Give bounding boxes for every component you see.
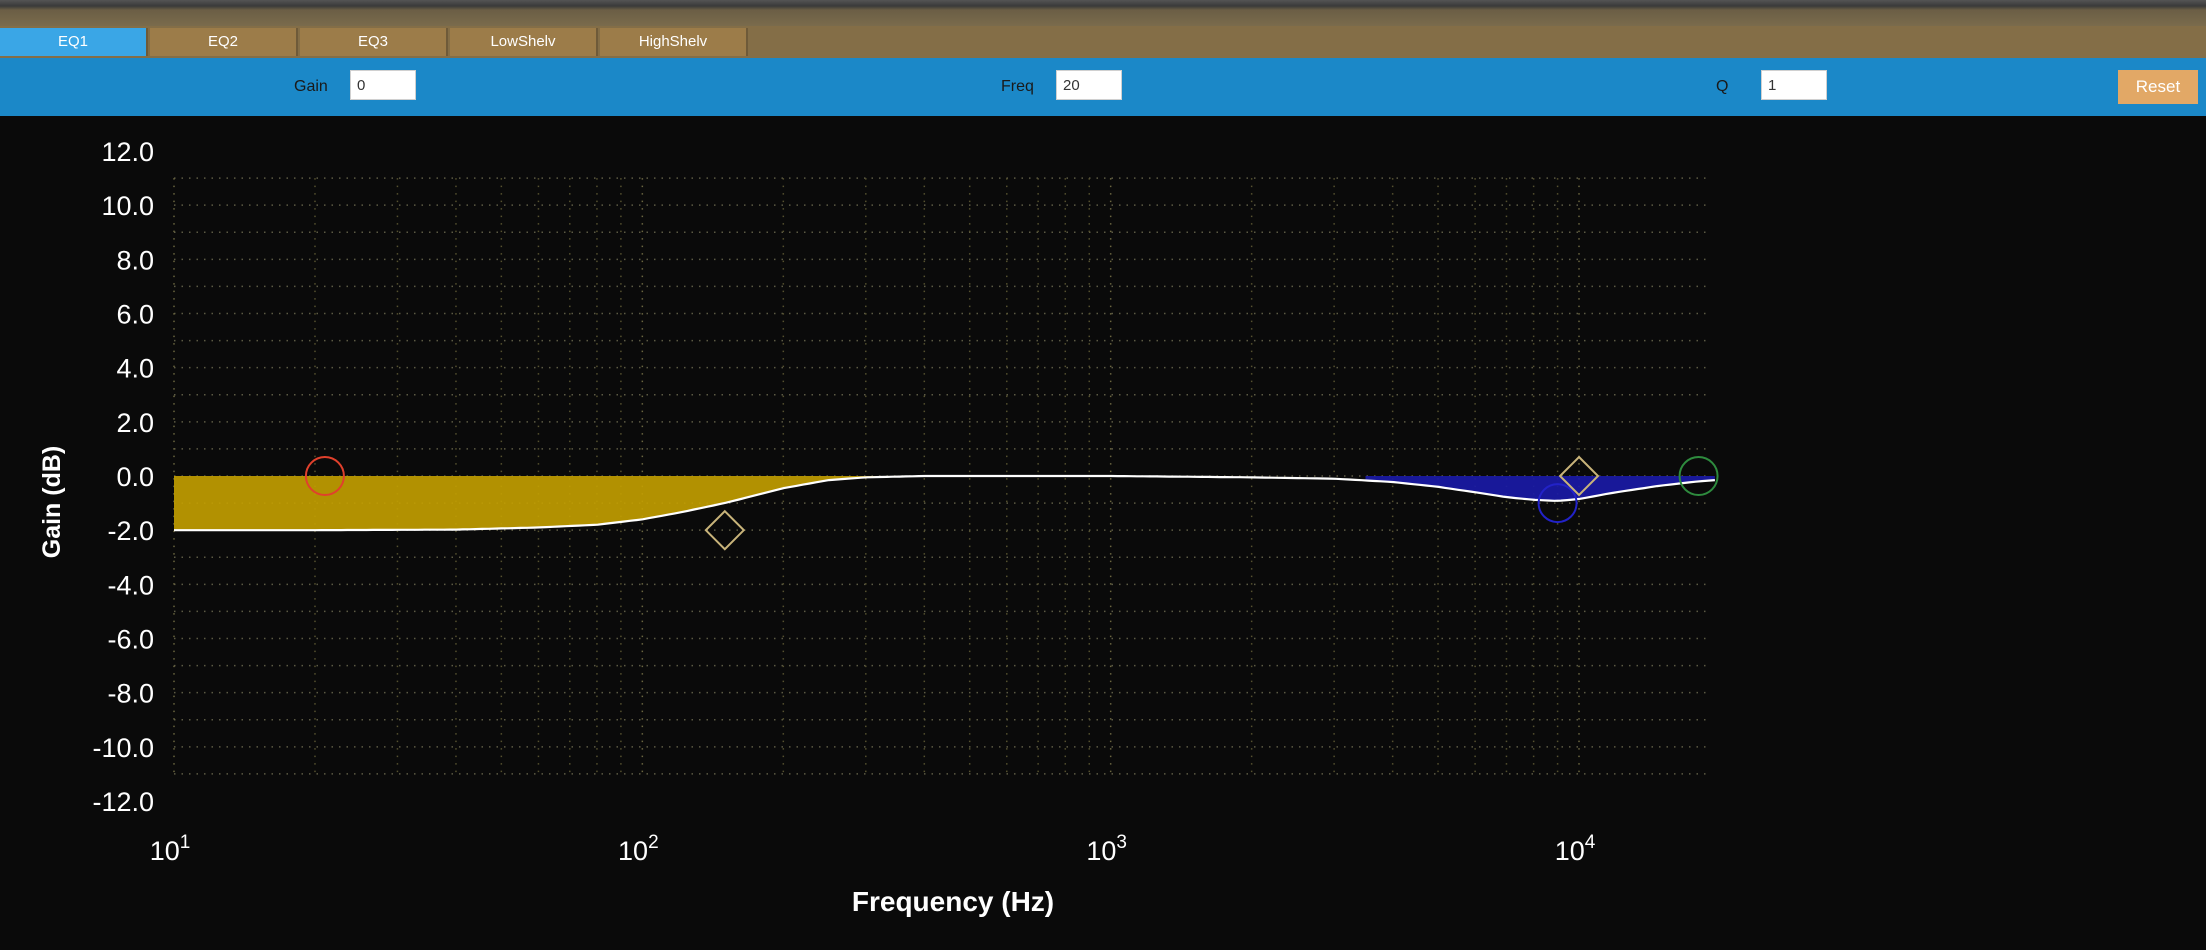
freq-input[interactable] [1056,70,1122,100]
reset-button[interactable]: Reset [2118,70,2198,104]
x-tick-label: 103 [1086,832,1127,866]
response-curve-layer [174,474,1715,532]
q-input[interactable] [1761,70,1827,100]
y-tick-label: -12.0 [92,787,154,817]
gain-label: Gain [294,78,328,95]
tab-eq2[interactable]: EQ2 [150,28,298,56]
y-axis-ticks: 12.0 10.0 8.0 6.0 4.0 2.0 0.0 -2.0 -4.0 -6.0 -8.0 -… [92,137,154,817]
gain-input[interactable] [350,70,416,100]
y-tick-label: -2.0 [107,516,154,546]
band-handle-circle[interactable] [1678,456,1719,496]
x-axis-label: Frequency (Hz) [852,886,1054,917]
y-tick-label: 2.0 [116,408,154,438]
y-tick-label: 0.0 [116,462,154,492]
band-handle-circle[interactable] [1537,483,1578,524]
y-tick-label: 6.0 [116,300,154,330]
tab-highshelv[interactable]: HighShelv [600,28,748,56]
y-tick-label: 10.0 [101,191,154,221]
q-label: Q [1716,78,1729,95]
x-axis-ticks: 101 102 103 104 [150,832,1596,866]
band-handle-diamond[interactable] [704,509,746,551]
x-tick-label: 102 [618,832,659,866]
x-tick-label: 101 [150,832,191,866]
y-axis-label: Gain (dB) [38,446,66,559]
tab-lowshelv[interactable]: LowShelv [450,28,598,56]
band-fill-areas [174,476,1715,531]
y-tick-label: -6.0 [107,625,154,655]
y-tick-label: 8.0 [116,245,154,275]
parameter-toolbar: Gain Freq Q Reset [0,58,2206,116]
y-tick-label: -8.0 [107,679,154,709]
eq-response-chart[interactable]: 12.0 10.0 8.0 6.0 4.0 2.0 0.0 -2.0 -4.0 -6.0 -8.0 -… [0,116,2206,950]
band-fill [174,476,925,531]
band-fill [1365,476,1715,501]
x-tick-label: 104 [1555,832,1596,866]
band-handle-circle[interactable] [304,456,345,496]
eq-tab-bar: EQ1 EQ2 EQ3 LowShelv HighShelv [0,26,2206,58]
y-tick-label: -10.0 [92,733,154,763]
tab-eq3[interactable]: EQ3 [300,28,448,56]
y-tick-label: -4.0 [107,570,154,600]
response-curve [174,474,1715,532]
window-title-bar [0,0,2206,26]
band-handle-diamond[interactable] [1558,455,1600,497]
filter-handles[interactable] [304,455,1719,551]
freq-label: Freq [1001,78,1034,95]
y-tick-label: 12.0 [101,137,154,167]
tab-eq1[interactable]: EQ1 [0,28,148,56]
y-tick-label: 4.0 [116,354,154,384]
